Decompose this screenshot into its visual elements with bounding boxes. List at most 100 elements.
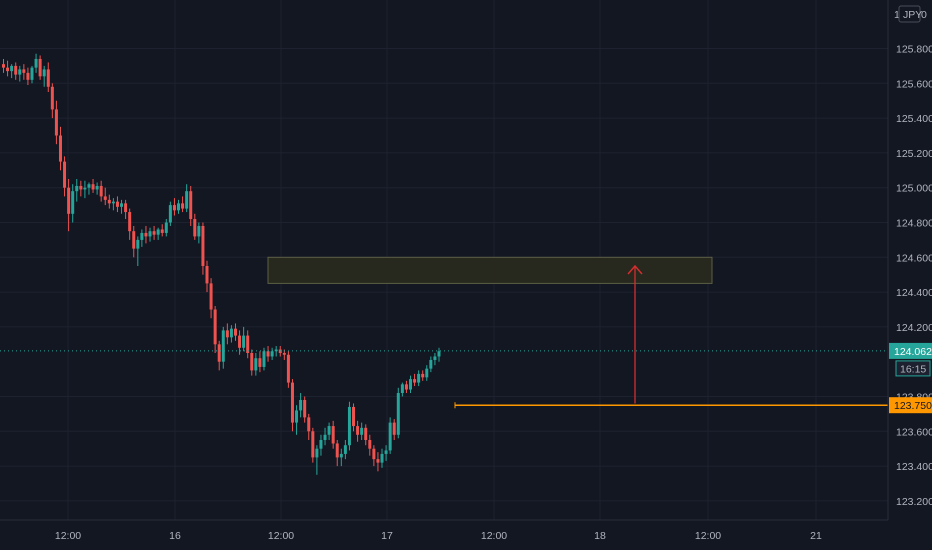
candle-body — [404, 384, 408, 390]
candle-body — [71, 191, 75, 214]
x-tick-label: 12:00 — [268, 530, 294, 542]
candle-body — [213, 309, 217, 345]
candle-body — [79, 185, 83, 190]
candle-body — [396, 393, 400, 435]
candle — [417, 370, 421, 387]
candle — [217, 340, 221, 371]
candle-body — [384, 450, 388, 454]
candle — [67, 179, 71, 232]
candle-body — [319, 440, 323, 449]
candle-body — [99, 185, 103, 197]
candle — [262, 347, 266, 371]
currency-label: JPY — [903, 9, 922, 21]
price-axis[interactable]: 125.800 125.600 125.400 125.200 125.000 124.8… — [896, 44, 932, 508]
candle-body — [168, 205, 172, 223]
candles-layer — [2, 53, 441, 475]
resistance-zone-layer — [267, 256, 713, 284]
candle — [136, 236, 140, 266]
candle-body — [95, 185, 99, 190]
symbol-fragment: 1 — [894, 9, 900, 21]
candle — [26, 67, 30, 86]
candle — [14, 62, 18, 80]
candle-body — [132, 231, 136, 249]
candle-body — [2, 64, 5, 68]
candle-body — [376, 459, 380, 463]
candle-body — [286, 354, 290, 383]
candle-body — [124, 203, 128, 213]
candle-body — [343, 445, 347, 454]
candle-body — [10, 65, 14, 72]
candle — [242, 326, 246, 352]
candle-body — [360, 427, 364, 435]
candle — [132, 225, 136, 258]
candle-body — [193, 219, 197, 237]
candle-body — [58, 135, 62, 162]
last-price-tag-bg — [889, 342, 932, 359]
currency-badge[interactable] — [898, 5, 921, 23]
candle-body — [417, 373, 421, 383]
candle-body — [83, 187, 87, 190]
y-tick-label: 125.600 — [896, 78, 932, 90]
candle — [185, 184, 189, 213]
candle — [140, 229, 144, 247]
candle — [213, 306, 217, 353]
candle — [404, 380, 408, 394]
y-tick-label: 124.200 — [896, 322, 932, 334]
time-axis[interactable]: 12:00 16 12:00 17 12:00 18 12:00 21 — [55, 530, 822, 542]
candle-body — [197, 225, 201, 237]
candle — [356, 420, 360, 442]
candle — [425, 365, 429, 381]
candle — [58, 126, 62, 171]
candle-body — [221, 330, 225, 362]
candle-body — [164, 222, 168, 233]
candle — [327, 422, 331, 440]
level-price-tag-bg — [889, 397, 932, 414]
candle-body — [111, 201, 115, 204]
last-price-value: 124.062 — [894, 346, 932, 358]
candle — [30, 65, 34, 84]
candle — [144, 225, 148, 244]
x-tick-label: 16 — [169, 530, 181, 542]
candle — [335, 440, 339, 467]
candle — [437, 347, 441, 362]
candle-body — [327, 426, 331, 435]
candle — [233, 323, 237, 341]
candle-body — [38, 58, 42, 77]
candle-body — [274, 349, 278, 352]
candle-body — [225, 330, 229, 338]
candle — [380, 448, 384, 468]
candle-body — [185, 191, 189, 209]
candle — [270, 347, 274, 360]
candle-body — [347, 406, 351, 446]
candle — [429, 356, 433, 373]
candle — [209, 278, 213, 319]
resistance-zone[interactable] — [267, 256, 713, 284]
candle — [352, 403, 356, 432]
candle-body — [120, 203, 124, 207]
candle — [197, 222, 201, 244]
candle-body — [34, 58, 38, 68]
countdown-tag: 16:15 — [895, 360, 931, 377]
candle — [343, 440, 347, 460]
level-price-value: 123.750 — [894, 400, 932, 412]
last-price-tag: 124.062 — [889, 342, 932, 359]
candle — [396, 387, 400, 439]
candle — [299, 393, 303, 418]
candle — [258, 351, 262, 373]
candle-body — [233, 328, 237, 336]
candle-body — [356, 426, 360, 435]
candle — [295, 405, 299, 435]
candle — [315, 445, 319, 475]
candle — [124, 199, 128, 220]
y-tick-label: 125.400 — [896, 113, 932, 125]
candle-body — [409, 379, 412, 390]
candle-body — [331, 426, 335, 444]
candle-body — [128, 212, 132, 232]
candle-body — [238, 335, 242, 348]
candle-body — [140, 232, 144, 240]
candle-body — [107, 199, 111, 204]
candle — [331, 420, 335, 449]
candle-body — [18, 69, 22, 75]
candle — [360, 422, 364, 440]
